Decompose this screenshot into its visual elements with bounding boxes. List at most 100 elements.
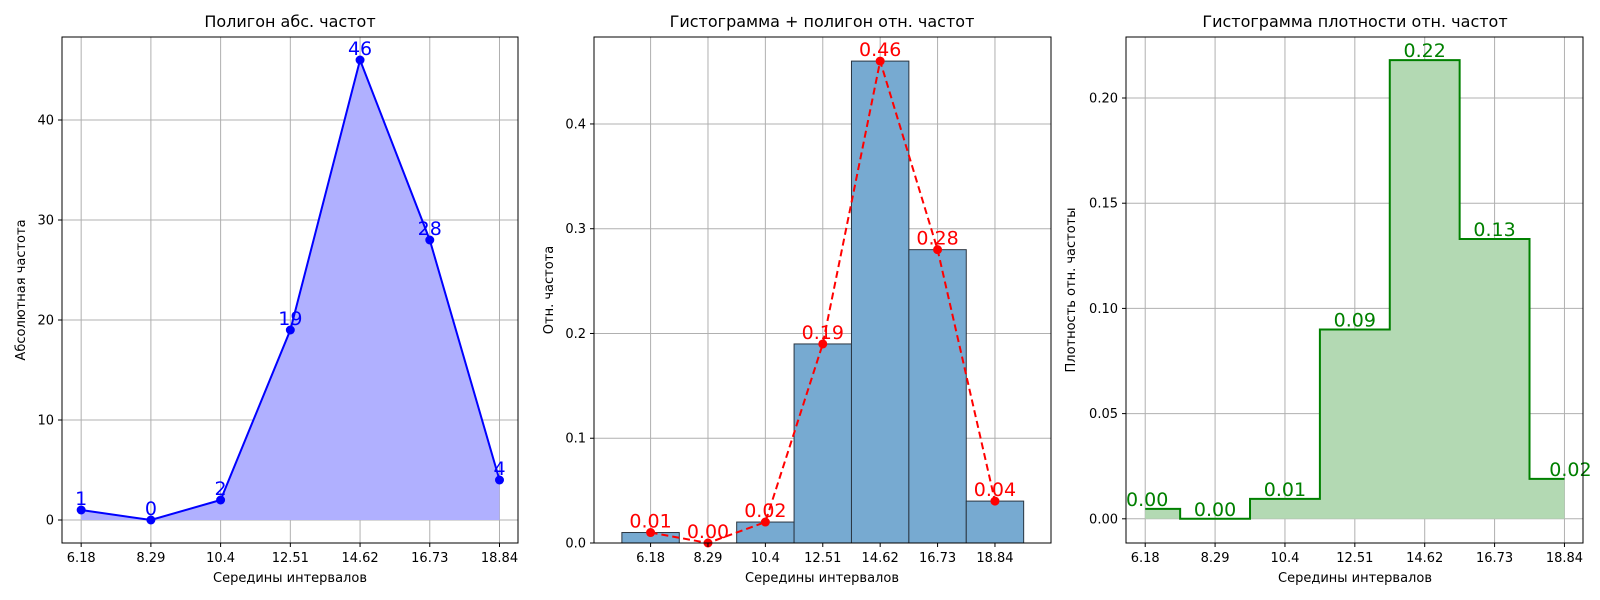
series-point xyxy=(76,505,86,515)
polygon-point xyxy=(818,339,828,349)
histogram-bar xyxy=(908,249,967,544)
series-area-fill xyxy=(81,60,500,520)
chart-panel-density-histogram: Гистограмма плотности отн. частот Середи… xyxy=(1064,12,1592,586)
x-tick-label: 14.62 xyxy=(1406,551,1443,566)
density-bar xyxy=(1250,499,1320,519)
density-bar xyxy=(1320,329,1390,518)
x-tick-label: 14.62 xyxy=(862,551,899,566)
density-bar xyxy=(1390,60,1460,519)
series-point xyxy=(425,235,435,245)
y-tick-label: 0.20 xyxy=(1089,92,1118,107)
y-tick-label: 40 xyxy=(37,114,54,129)
polygon-point xyxy=(646,528,656,538)
y-tick-label: 10 xyxy=(37,414,54,429)
data-label: 0.01 xyxy=(1264,479,1306,501)
plot-frame xyxy=(1125,36,1584,544)
x-tick-label: 6.18 xyxy=(67,551,96,566)
y-tick-label: 0.3 xyxy=(565,222,586,237)
x-tick-label: 16.73 xyxy=(411,551,448,566)
series-point xyxy=(285,325,295,335)
chart-panel-rel-histogram: Гистограмма + полигон отн. частот Середи… xyxy=(542,12,1052,586)
x-tick-label: 18.84 xyxy=(481,551,518,566)
data-label: 0.22 xyxy=(1404,40,1446,62)
x-axis-label: Середины интервалов xyxy=(213,571,367,586)
y-tick-label: 0.2 xyxy=(565,327,586,342)
data-label: 0.28 xyxy=(916,228,958,250)
histogram-bar xyxy=(965,500,1025,544)
y-axis-label: Отн. частота xyxy=(542,246,557,334)
chart-panel-abs-polygon: Полигон абс. частот Середины интервалов … xyxy=(14,12,519,586)
x-tick-label: 8.29 xyxy=(136,551,165,566)
chart-title: Гистограмма плотности отн. частот xyxy=(1202,12,1507,31)
x-tick-label: 16.73 xyxy=(919,551,956,566)
y-tick-label: 0 xyxy=(46,514,54,529)
chart-title: Полигон абс. частот xyxy=(204,12,375,31)
x-tick-label: 18.84 xyxy=(976,551,1013,566)
plot-frame xyxy=(593,36,1052,544)
data-label: 0.00 xyxy=(1126,489,1168,511)
polygon-point xyxy=(933,245,943,255)
plot-frame xyxy=(61,36,519,544)
data-label: 0 xyxy=(145,498,157,520)
density-bar xyxy=(1530,479,1565,519)
data-label: 1 xyxy=(75,488,87,510)
x-tick-label: 8.29 xyxy=(1201,551,1230,566)
y-tick-label: 0.4 xyxy=(565,117,586,132)
x-tick-label: 8.29 xyxy=(694,551,723,566)
data-label: 0.00 xyxy=(1194,499,1236,521)
y-tick-label: 0.15 xyxy=(1089,197,1118,212)
data-label: 0.02 xyxy=(1549,459,1591,481)
polygon-point xyxy=(875,56,885,66)
data-label: 0.02 xyxy=(744,500,786,522)
x-tick-label: 18.84 xyxy=(1546,551,1583,566)
polygon-point xyxy=(990,496,1000,506)
y-tick-label: 0.1 xyxy=(565,432,586,447)
chart-title: Гистограмма + полигон отн. частот xyxy=(670,12,975,31)
data-label: 0.13 xyxy=(1473,219,1515,241)
data-label: 0.00 xyxy=(687,521,729,543)
y-axis-label: Плотность отн. частоты xyxy=(1064,207,1079,372)
y-tick-label: 0.00 xyxy=(1089,512,1118,527)
data-label: 0.01 xyxy=(629,511,671,533)
x-tick-label: 10.4 xyxy=(206,551,235,566)
data-label: 0.19 xyxy=(802,322,844,344)
data-label: 0.46 xyxy=(859,39,901,61)
data-label: 19 xyxy=(278,308,302,330)
ticks: 6.18 8.29 10.4 12.51 14.62 16.73 18.8401020304… xyxy=(37,114,518,567)
x-axis-label: Середины интервалов xyxy=(745,571,899,586)
series-point xyxy=(146,515,156,525)
x-tick-label: 16.73 xyxy=(1476,551,1513,566)
density-step-line xyxy=(1145,59,1565,520)
series-point xyxy=(355,55,365,65)
x-tick-label: 14.62 xyxy=(341,551,378,566)
series-point xyxy=(494,475,504,485)
y-tick-label: 20 xyxy=(37,314,54,329)
x-tick-label: 6.18 xyxy=(1131,551,1160,566)
ticks: 6.18 8.29 10.4 12.51 14.62 16.73 18.84 0.00 0.05… xyxy=(1089,92,1583,566)
histogram-bar xyxy=(793,343,852,544)
y-tick-label: 0.0 xyxy=(565,537,586,552)
ticks: 6.18 8.29 10.4 12.51 14.62 16.73 18.84 0.0 0.1 0.… xyxy=(565,117,1013,566)
data-label: 28 xyxy=(418,218,442,240)
y-tick-label: 0.10 xyxy=(1089,302,1118,317)
y-axis-label: Абсолютная частота xyxy=(14,219,29,360)
polygon-point xyxy=(760,517,770,527)
x-tick-label: 10.4 xyxy=(1270,551,1299,566)
y-tick-label: 0.05 xyxy=(1089,407,1118,422)
series-point xyxy=(216,495,226,505)
data-label: 46 xyxy=(348,38,372,60)
x-axis-label: Середины интервалов xyxy=(1278,571,1432,586)
x-tick-label: 12.51 xyxy=(272,551,309,566)
y-tick-label: 30 xyxy=(37,214,54,229)
data-label: 0.09 xyxy=(1334,309,1376,331)
x-tick-label: 12.51 xyxy=(804,551,841,566)
density-bar xyxy=(1460,239,1530,519)
data-label: 4 xyxy=(493,458,505,480)
x-tick-label: 10.4 xyxy=(751,551,780,566)
histogram-bar xyxy=(850,60,910,544)
data-label: 0.04 xyxy=(974,479,1016,501)
x-tick-label: 12.51 xyxy=(1336,551,1373,566)
x-tick-label: 6.18 xyxy=(636,551,665,566)
data-label: 2 xyxy=(215,478,227,500)
